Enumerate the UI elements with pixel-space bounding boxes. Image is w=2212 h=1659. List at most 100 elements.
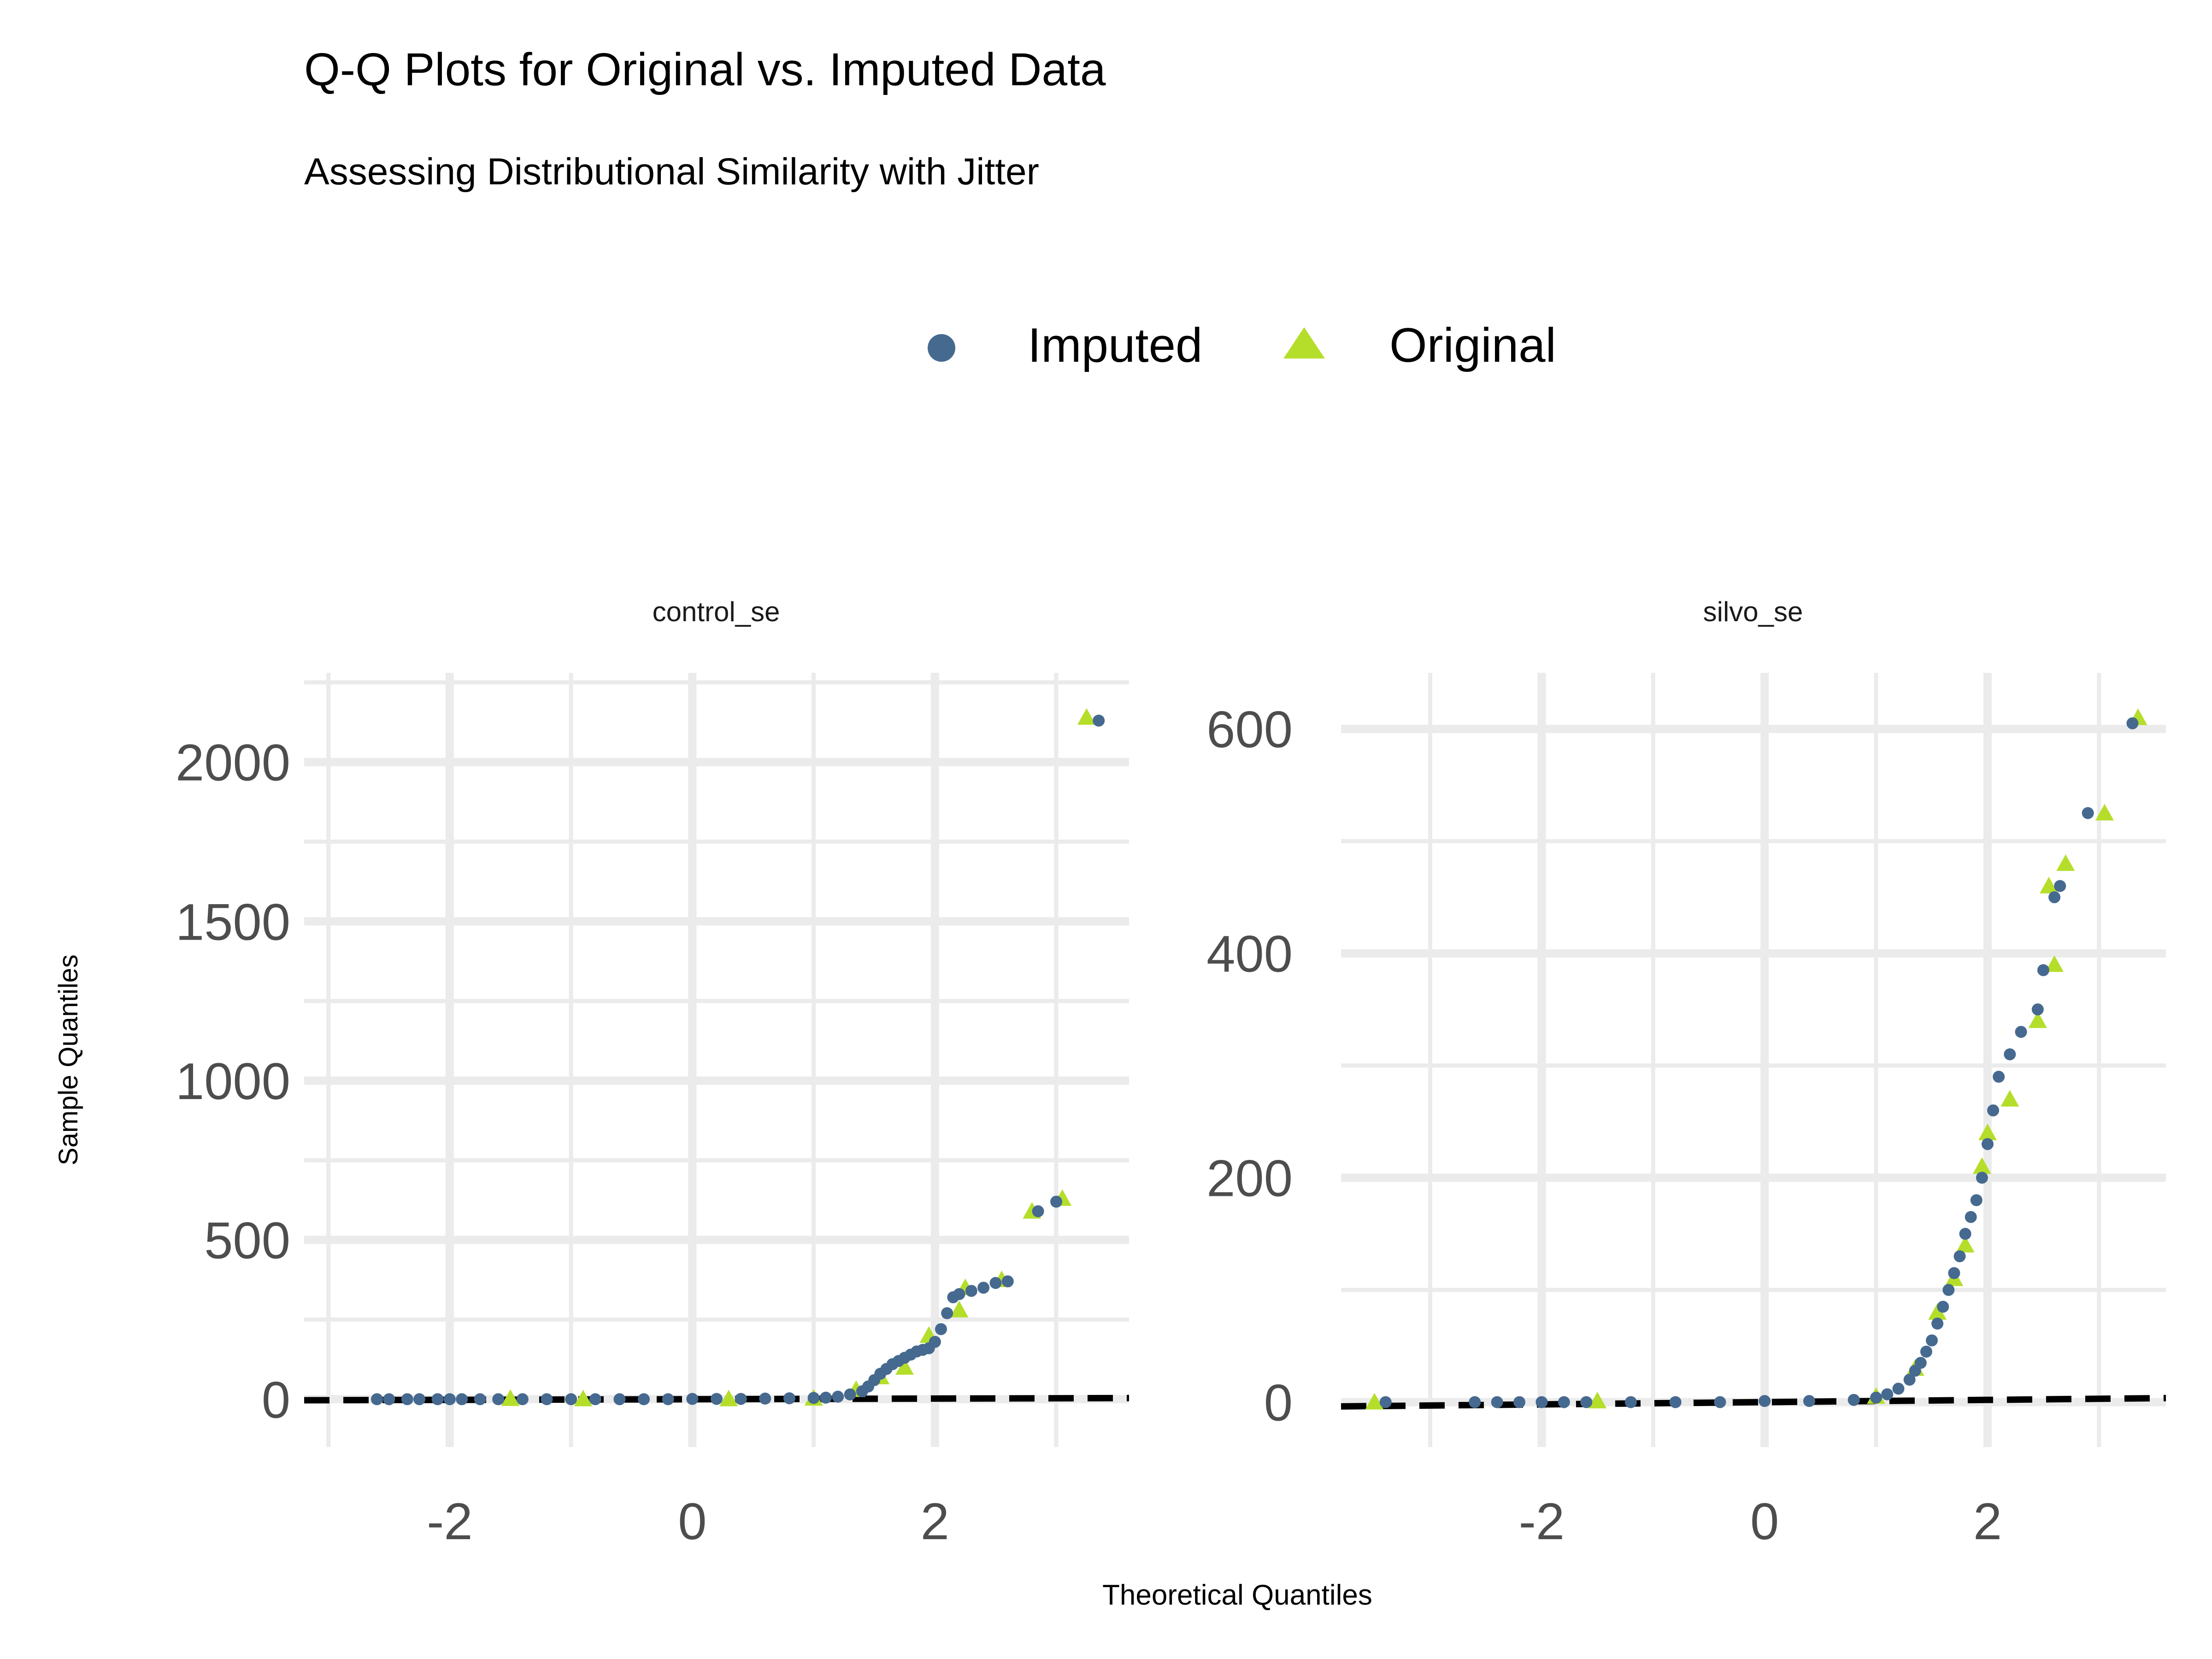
x-tick-label: -2 — [427, 1493, 473, 1550]
data-point-imputed — [1624, 1396, 1637, 1408]
data-point-imputed — [1001, 1275, 1014, 1288]
y-tick-label: 600 — [1206, 701, 1293, 759]
data-point-original — [2095, 804, 2114, 821]
data-point-imputed — [1942, 1284, 1955, 1296]
plot-title: Q-Q Plots for Original vs. Imputed Data — [304, 44, 1106, 95]
data-point-imputed — [1714, 1396, 1726, 1408]
legend-original-icon — [1283, 327, 1325, 359]
data-point-imputed — [1970, 1194, 1983, 1206]
panel-control-se: -2 0 2 0 500 1000 1500 2000 — [176, 673, 1130, 1550]
data-point-imputed — [2004, 1048, 2016, 1060]
data-point-imputed — [977, 1282, 990, 1294]
panel-silvo-se-title: silvo_se — [1703, 596, 1803, 627]
data-point-imputed — [613, 1393, 626, 1406]
data-point-imputed — [989, 1277, 1002, 1289]
data-point-imputed — [1937, 1300, 1949, 1313]
y-tick-label: 500 — [204, 1212, 290, 1270]
data-point-imputed — [2126, 717, 2139, 729]
data-point-imputed — [1976, 1171, 1988, 1184]
legend: Imputed Original — [928, 318, 1556, 372]
legend-original-label: Original — [1389, 318, 1556, 372]
data-point-imputed — [1870, 1391, 1883, 1404]
data-point-imputed — [1759, 1395, 1771, 1407]
data-point-imputed — [1881, 1388, 1894, 1400]
data-point-imputed — [1580, 1396, 1593, 1408]
data-point-original — [1956, 1235, 1975, 1253]
y-tick-label: 0 — [262, 1371, 290, 1429]
data-point-imputed — [941, 1307, 953, 1319]
data-point-imputed — [935, 1323, 947, 1335]
data-point-imputed — [492, 1393, 505, 1406]
x-tick-label: 2 — [921, 1493, 949, 1550]
data-point-imputed — [1803, 1395, 1815, 1407]
data-point-original — [1588, 1392, 1607, 1409]
x-tick-label: 0 — [678, 1493, 706, 1550]
data-point-imputed — [1914, 1357, 1927, 1369]
data-point-imputed — [401, 1393, 413, 1406]
data-point-imputed — [2054, 880, 2066, 892]
data-point-imputed — [844, 1388, 856, 1400]
data-point-imputed — [565, 1393, 577, 1406]
data-point-imputed — [807, 1392, 820, 1404]
data-point-imputed — [474, 1393, 486, 1406]
data-point-imputed — [541, 1393, 553, 1406]
x-tick-label: 2 — [1973, 1493, 2002, 1550]
legend-imputed-icon — [928, 334, 955, 362]
data-point-imputed — [2037, 964, 2049, 977]
data-point-imputed — [735, 1393, 747, 1405]
panel-control-se-title: control_se — [653, 596, 780, 627]
data-point-imputed — [2082, 807, 2094, 819]
data-point-imputed — [1959, 1228, 1971, 1240]
x-axis-label: Theoretical Quantiles — [1102, 1579, 1372, 1611]
data-point-imputed — [832, 1390, 844, 1403]
panel-silvo-se: -2 0 2 0 200 400 600 — [1206, 673, 2166, 1550]
data-point-imputed — [1953, 1250, 1966, 1263]
data-point-imputed — [383, 1393, 395, 1406]
data-point-imputed — [1993, 1071, 2005, 1083]
data-point-imputed — [662, 1393, 674, 1406]
plot-subtitle: Assessing Distributional Similarity with… — [304, 151, 1039, 193]
data-point-imputed — [371, 1393, 383, 1406]
data-point-original — [895, 1358, 914, 1375]
y-tick-label: 2000 — [176, 734, 290, 792]
data-point-imputed — [443, 1393, 456, 1406]
y-tick-label: 1000 — [176, 1053, 290, 1110]
data-point-imputed — [2048, 891, 2061, 903]
data-point-imputed — [2015, 1026, 2027, 1038]
data-point-imputed — [965, 1285, 977, 1297]
y-axis-label: Sample Quantiles — [53, 954, 83, 1165]
data-point-imputed — [1669, 1396, 1682, 1408]
data-point-original — [2040, 877, 2059, 894]
data-point-imputed — [431, 1393, 444, 1406]
data-point-imputed — [1948, 1267, 1960, 1279]
data-point-imputed — [1558, 1396, 1570, 1408]
data-point-original — [1928, 1303, 1947, 1320]
data-point-imputed — [1513, 1396, 1526, 1408]
data-point-imputed — [413, 1393, 426, 1406]
data-point-imputed — [1847, 1394, 1860, 1406]
y-tick-label: 400 — [1206, 925, 1293, 983]
y-tick-label: 1500 — [176, 893, 290, 951]
data-point-imputed — [1093, 714, 1105, 727]
data-point-imputed — [783, 1392, 795, 1405]
data-point-imputed — [1050, 1195, 1063, 1208]
legend-imputed-label: Imputed — [1028, 318, 1202, 372]
data-point-original — [1978, 1124, 1997, 1141]
data-point-imputed — [1987, 1104, 2000, 1117]
data-point-original — [574, 1389, 593, 1406]
data-point-imputed — [638, 1393, 650, 1406]
data-point-imputed — [953, 1288, 965, 1300]
data-point-imputed — [686, 1393, 699, 1405]
data-point-original — [501, 1389, 520, 1406]
data-point-original — [2000, 1090, 2019, 1107]
data-point-imputed — [1892, 1382, 1905, 1395]
data-point-imputed — [2031, 1003, 2044, 1016]
data-point-original — [2028, 1011, 2047, 1028]
data-point-original — [719, 1389, 738, 1406]
y-tick-label: 0 — [1264, 1374, 1293, 1432]
data-point-imputed — [759, 1392, 771, 1405]
data-point-imputed — [1965, 1211, 1977, 1223]
data-point-imputed — [1032, 1205, 1044, 1218]
data-point-original — [1972, 1157, 1991, 1174]
